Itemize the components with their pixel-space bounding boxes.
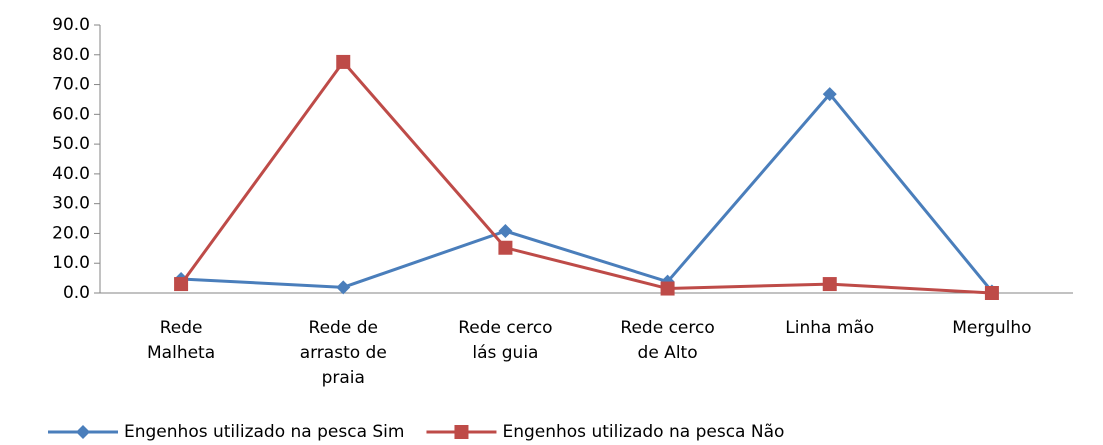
x-tick-label: Rede de arrasto de praia (300, 318, 387, 388)
x-tick-label: Mergulho (952, 318, 1031, 338)
legend-label: Engenhos utilizado na pesca Sim (124, 422, 404, 442)
series-line (179, 59, 992, 295)
point-marker (822, 87, 837, 102)
point-marker (174, 277, 189, 292)
x-tick-label: Linha mão (785, 318, 874, 338)
y-tick-label: 30.0 (52, 194, 90, 214)
x-tick-label: Rede Malheta (147, 318, 215, 363)
legend-marker (76, 425, 90, 439)
y-tick-label: 40.0 (52, 164, 90, 184)
x-tick-label: Rede cerco lás guia (458, 318, 552, 363)
point-marker (336, 54, 351, 69)
point-marker (336, 280, 351, 295)
legend-label: Engenhos utilizado na pesca Não (502, 422, 784, 442)
point-marker (498, 224, 513, 239)
point-marker (822, 277, 837, 292)
y-tick-label: 80.0 (52, 45, 90, 65)
series-line (181, 91, 994, 293)
point-marker (660, 281, 675, 296)
y-tick-label: 10.0 (52, 253, 90, 273)
legend-marker (454, 425, 469, 439)
y-tick-label: 90.0 (52, 15, 90, 35)
y-tick-label: 70.0 (52, 75, 90, 95)
y-tick-label: 50.0 (52, 134, 90, 154)
x-tick-label: Rede cerco de Alto (620, 318, 714, 363)
y-tick-label: 60.0 (52, 104, 90, 124)
y-tick-label: 0.0 (63, 283, 90, 303)
point-marker (498, 240, 513, 255)
y-tick-label: 20.0 (52, 223, 90, 243)
point-marker (984, 286, 999, 300)
